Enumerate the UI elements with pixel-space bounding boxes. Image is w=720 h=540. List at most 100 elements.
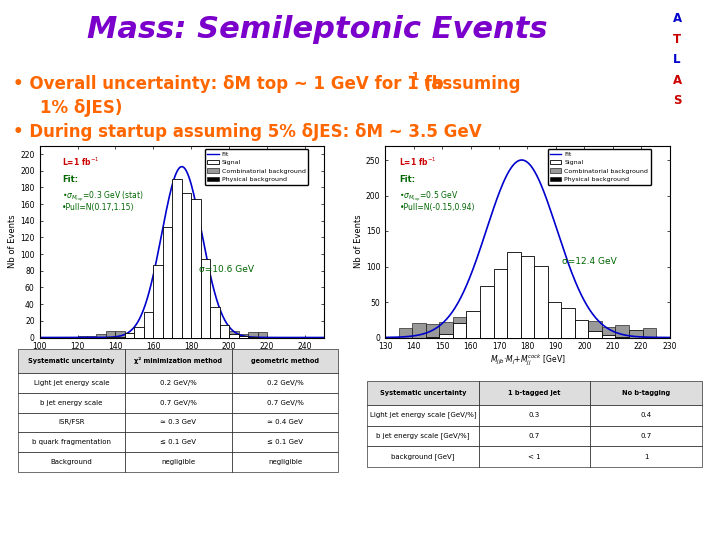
Bar xyxy=(521,256,534,338)
Bar xyxy=(144,313,153,338)
Bar xyxy=(172,334,181,338)
Bar xyxy=(480,322,493,338)
Text: L=1 fb$^{-1}$: L=1 fb$^{-1}$ xyxy=(400,156,437,168)
Bar xyxy=(480,335,493,338)
Y-axis label: Nb of Events: Nb of Events xyxy=(354,215,363,268)
Bar xyxy=(534,335,548,338)
Legend: Fit, Signal, Combinatorial background, Physical background: Fit, Signal, Combinatorial background, P… xyxy=(548,149,651,185)
Bar xyxy=(562,320,575,338)
Bar xyxy=(135,327,144,338)
Bar xyxy=(248,336,258,338)
Bar xyxy=(220,325,229,338)
Text: •Pull=N(-0.15,0.94): •Pull=N(-0.15,0.94) xyxy=(400,203,475,212)
Bar xyxy=(426,324,439,338)
Bar xyxy=(439,322,453,338)
Bar xyxy=(399,337,413,338)
Text: A: A xyxy=(673,12,683,25)
Bar xyxy=(467,310,480,338)
Text: T: T xyxy=(673,33,681,46)
Text: Mass: Semileptonic Events: Mass: Semileptonic Events xyxy=(86,15,547,44)
Bar xyxy=(106,336,115,338)
Bar xyxy=(181,331,192,338)
Bar xyxy=(575,335,588,338)
Bar xyxy=(616,326,629,338)
Legend: Fit, Signal, Combinatorial background, Physical background: Fit, Signal, Combinatorial background, P… xyxy=(204,149,308,185)
Text: •$\sigma_{M_{top}}$=0.3 GeV (stat): •$\sigma_{M_{top}}$=0.3 GeV (stat) xyxy=(63,189,144,204)
Bar xyxy=(534,266,548,338)
Bar xyxy=(181,193,192,338)
Bar xyxy=(493,319,507,338)
Bar xyxy=(548,334,562,338)
Bar xyxy=(399,328,413,338)
Text: 1% δJES): 1% δJES) xyxy=(40,99,122,117)
Text: • Overall uncertainty: δM top ~ 1 GeV for 1 fb: • Overall uncertainty: δM top ~ 1 GeV fo… xyxy=(13,75,444,93)
Bar xyxy=(467,322,480,338)
Bar xyxy=(426,332,439,338)
Bar xyxy=(153,336,163,338)
Bar xyxy=(629,330,642,338)
Bar xyxy=(562,308,575,338)
Bar xyxy=(115,336,125,338)
Bar xyxy=(453,336,467,338)
Bar xyxy=(163,332,172,338)
Y-axis label: Nb of Events: Nb of Events xyxy=(9,215,17,268)
Bar xyxy=(201,336,210,338)
Bar xyxy=(239,334,248,338)
Text: S: S xyxy=(673,94,682,107)
Bar xyxy=(144,335,153,338)
Bar xyxy=(602,335,616,338)
Bar xyxy=(575,327,588,338)
Bar xyxy=(125,334,135,338)
Bar xyxy=(453,317,467,338)
Bar xyxy=(642,328,656,338)
Text: σ=12.4 GeV: σ=12.4 GeV xyxy=(562,257,616,266)
Bar xyxy=(588,321,602,338)
Bar xyxy=(588,331,602,338)
Bar xyxy=(562,334,575,338)
X-axis label: $M_{jjb}$·$M_j$+$M^{cock}_{jj}$ [GeV]: $M_{jjb}$·$M_j$+$M^{cock}_{jj}$ [GeV] xyxy=(490,353,565,368)
Bar xyxy=(642,336,656,338)
Bar xyxy=(507,336,521,338)
Bar xyxy=(201,259,210,338)
Bar xyxy=(163,336,172,338)
Bar xyxy=(258,333,267,338)
Bar xyxy=(426,337,439,338)
Bar xyxy=(96,334,106,338)
Bar xyxy=(439,334,453,338)
Bar xyxy=(413,336,426,338)
Bar xyxy=(493,269,507,338)
Bar xyxy=(144,333,153,338)
Bar xyxy=(153,332,163,338)
Text: •Pull=N(0.17,1.15): •Pull=N(0.17,1.15) xyxy=(63,203,135,212)
Text: •$\sigma_{M_{top}}$=0.5 GeV: •$\sigma_{M_{top}}$=0.5 GeV xyxy=(400,189,459,204)
Bar xyxy=(115,331,125,338)
Bar xyxy=(248,333,258,338)
Text: σ=10.6 GeV: σ=10.6 GeV xyxy=(199,265,254,274)
Bar xyxy=(602,327,616,338)
Bar xyxy=(135,330,144,338)
Bar xyxy=(493,334,507,338)
Bar xyxy=(172,336,181,338)
Bar xyxy=(135,333,144,338)
Bar xyxy=(192,336,201,338)
Bar xyxy=(239,336,248,338)
Bar xyxy=(192,328,201,338)
Bar xyxy=(453,322,467,338)
Bar xyxy=(210,307,220,338)
Bar xyxy=(629,330,642,338)
Bar xyxy=(521,335,534,338)
Bar xyxy=(125,333,135,338)
Text: Fit:: Fit: xyxy=(400,174,415,184)
Bar xyxy=(163,227,172,338)
Bar xyxy=(616,337,629,338)
Bar xyxy=(87,336,96,338)
Text: L: L xyxy=(673,53,680,66)
Bar xyxy=(210,334,220,338)
Bar xyxy=(413,323,426,338)
Text: A: A xyxy=(673,74,683,87)
Bar xyxy=(480,286,493,338)
Bar xyxy=(201,332,210,338)
Text: L=1 fb$^{-1}$: L=1 fb$^{-1}$ xyxy=(63,156,100,168)
Bar xyxy=(467,335,480,338)
Bar xyxy=(153,265,163,338)
